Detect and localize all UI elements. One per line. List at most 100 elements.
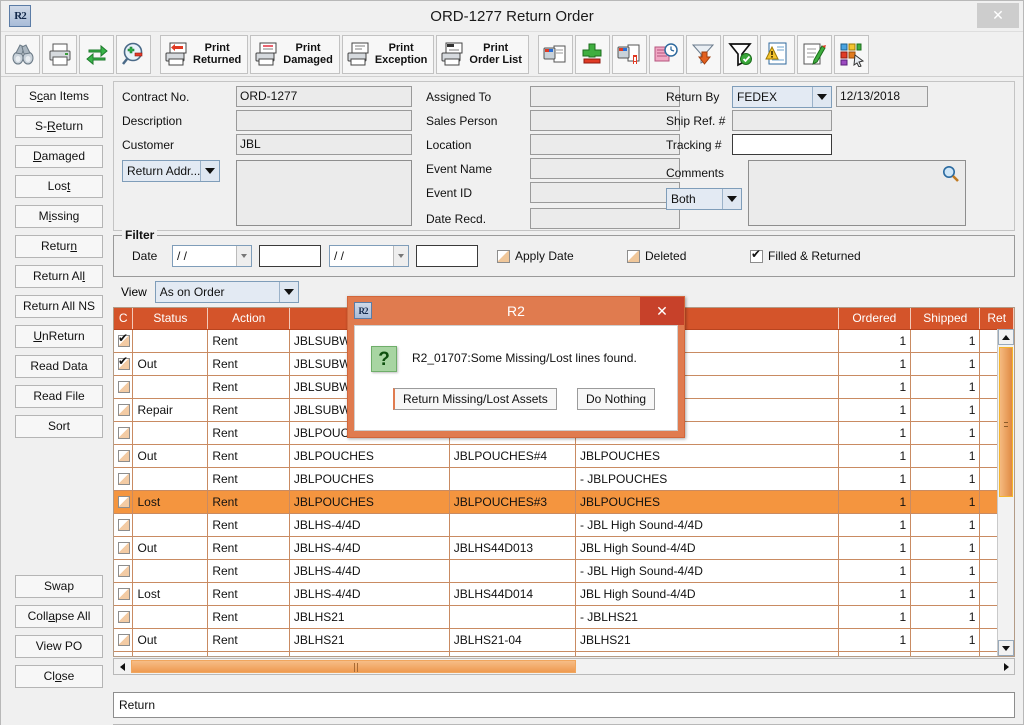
customer-field[interactable]: JBL	[236, 134, 412, 155]
sidebar-item-scan-items[interactable]: Scan Items	[15, 85, 103, 108]
contract-no-field[interactable]: ORD-1277	[236, 86, 412, 107]
tracking-field[interactable]	[732, 134, 832, 155]
zoom-add-button[interactable]	[116, 34, 151, 74]
vertical-scroll-thumb[interactable]	[999, 347, 1013, 497]
binoculars-button[interactable]	[5, 34, 40, 74]
sidebar-item-missing[interactable]: Missing	[15, 205, 103, 228]
column-header-status[interactable]: Status	[132, 308, 209, 330]
scroll-left-icon[interactable]	[114, 659, 130, 674]
assigned-to-field[interactable]	[530, 86, 680, 107]
grid-horizontal-scrollbar[interactable]	[113, 658, 1015, 675]
sidebar-item-damaged[interactable]: Damaged	[15, 145, 103, 168]
description-field[interactable]	[236, 110, 412, 131]
row-checkbox-cell[interactable]	[114, 490, 134, 514]
row-checkbox[interactable]	[118, 633, 130, 646]
print-returned-button[interactable]: Print Returned	[160, 34, 249, 74]
row-checkbox-cell[interactable]	[114, 605, 134, 629]
sidebar-item-return-all[interactable]: Return All	[15, 265, 103, 288]
table-row[interactable]: Out Rent JBLHS-4/4D JBLHS44D013 JBL High Sou…	[114, 536, 1014, 560]
filter-ok-button[interactable]	[722, 34, 758, 74]
print-button[interactable]	[42, 34, 77, 74]
sidebar-item-lost[interactable]: Lost	[15, 175, 103, 198]
row-checkbox[interactable]	[118, 472, 130, 485]
row-checkbox-cell[interactable]	[114, 628, 134, 652]
row-checkbox-cell[interactable]	[114, 421, 134, 445]
column-header-check[interactable]: C	[114, 308, 134, 330]
view-dropdown[interactable]: As on Order	[154, 281, 299, 303]
grid-vertical-scrollbar[interactable]	[997, 329, 1014, 656]
row-checkbox-cell[interactable]	[114, 536, 134, 560]
filter-time-from[interactable]	[259, 245, 321, 267]
row-checkbox-cell[interactable]	[114, 651, 134, 658]
filter-date-to[interactable]: / /	[329, 245, 409, 267]
ship-ref-field[interactable]	[732, 110, 832, 131]
row-checkbox-cell[interactable]	[114, 582, 134, 606]
row-checkbox[interactable]	[118, 564, 130, 577]
scroll-right-icon[interactable]	[998, 659, 1014, 674]
add-remove-button[interactable]	[574, 34, 610, 74]
row-checkbox-cell[interactable]	[114, 375, 134, 399]
table-row[interactable]: Rent JBLHS-4/4D - JBL High Sound-4/4D 1 1	[114, 513, 1014, 537]
event-id-field[interactable]	[530, 182, 680, 203]
horizontal-scroll-thumb[interactable]	[131, 660, 576, 673]
row-checkbox-cell[interactable]	[114, 467, 134, 491]
sidebar-item-swap[interactable]: Swap	[15, 575, 103, 598]
row-checkbox[interactable]	[118, 331, 130, 347]
return-missing-lost-assets-button[interactable]: Return Missing/Lost Assets	[393, 388, 557, 410]
return-by-date-field[interactable]: 12/13/2018	[836, 86, 928, 107]
row-checkbox-cell[interactable]	[114, 329, 134, 353]
row-checkbox[interactable]	[118, 587, 130, 600]
sidebar-item-collapse-all[interactable]: Collapse All	[15, 605, 103, 628]
row-checkbox-cell[interactable]	[114, 513, 134, 537]
table-row[interactable]: Rent JBLHS-4/4D - JBL High Sound-4/4D 1 1	[114, 559, 1014, 583]
print-order-list-button[interactable]: Print Order List	[436, 34, 529, 74]
row-checkbox[interactable]	[118, 354, 130, 370]
scroll-up-icon[interactable]	[998, 329, 1014, 345]
funnel-down-button[interactable]	[685, 34, 721, 74]
return-by-dropdown[interactable]: FEDEX	[732, 86, 832, 108]
column-header-action[interactable]: Action	[207, 308, 290, 330]
filter-time-to[interactable]	[416, 245, 478, 267]
table-row[interactable]: Rent JBLPOUCHES - JBLPOUCHES 1 1	[114, 467, 1014, 491]
do-nothing-button[interactable]: Do Nothing	[577, 388, 656, 410]
deleted-checkbox[interactable]: Deleted	[627, 249, 686, 263]
sidebar-item-unreturn[interactable]: UnReturn	[15, 325, 103, 348]
row-checkbox[interactable]	[118, 495, 130, 508]
row-checkbox[interactable]	[118, 380, 130, 393]
return-address-dropdown[interactable]: Return Addr...	[122, 160, 220, 182]
sidebar-item-close[interactable]: Close	[15, 665, 103, 688]
column-header-ordered[interactable]: Ordered	[838, 308, 912, 330]
row-checkbox[interactable]	[118, 449, 130, 462]
sidebar-item-read-data[interactable]: Read Data	[15, 355, 103, 378]
window-close-button[interactable]: ✕	[977, 3, 1019, 28]
sidebar-item-s-return[interactable]: S-Return	[15, 115, 103, 138]
table-row[interactable]: Out Rent JBLHS21 JBLHS21-04 JBLHS21 1 1	[114, 628, 1014, 652]
row-checkbox-cell[interactable]	[114, 559, 134, 583]
sidebar-item-read-file[interactable]: Read File	[15, 385, 103, 408]
filter-date-from[interactable]: / /	[172, 245, 252, 267]
dialog-close-button[interactable]: ✕	[640, 297, 684, 325]
row-checkbox[interactable]	[118, 518, 130, 531]
notes-edit-button[interactable]	[796, 34, 832, 74]
column-header-returned[interactable]: Ret	[979, 308, 1014, 330]
sidebar-item-view-po[interactable]: View PO	[15, 635, 103, 658]
row-checkbox[interactable]	[118, 541, 130, 554]
print-damaged-button[interactable]: Print Damaged	[250, 34, 340, 74]
comments-textarea[interactable]	[748, 160, 966, 226]
row-checkbox[interactable]	[118, 426, 130, 439]
search-icon[interactable]	[942, 165, 960, 183]
row-checkbox-cell[interactable]	[114, 398, 134, 422]
grid-select-button[interactable]	[833, 34, 869, 74]
row-checkbox[interactable]	[118, 403, 130, 416]
comments-scope-dropdown[interactable]: Both	[666, 188, 742, 210]
event-name-field[interactable]	[530, 158, 680, 179]
sidebar-item-return-all-ns[interactable]: Return All NS	[15, 295, 103, 318]
copy-button[interactable]	[537, 34, 573, 74]
row-checkbox-cell[interactable]	[114, 352, 134, 376]
row-checkbox[interactable]	[118, 657, 130, 658]
return-address-textarea[interactable]	[236, 160, 412, 226]
column-header-shipped[interactable]: Shipped	[910, 308, 981, 330]
date-recd-field[interactable]	[530, 208, 680, 229]
